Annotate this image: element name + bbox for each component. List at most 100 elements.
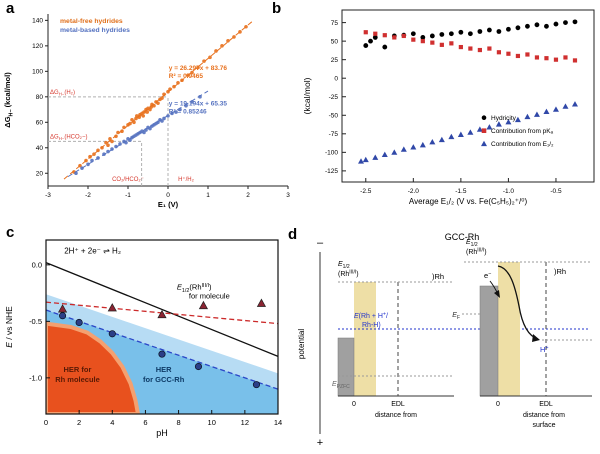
svg-text:0: 0 bbox=[496, 401, 500, 408]
panel-letter-a: a bbox=[6, 0, 15, 17]
svg-text:metal-free hydrides: metal-free hydrides bbox=[60, 18, 123, 25]
svg-text:20: 20 bbox=[36, 171, 44, 178]
axes: 0 2 4 6 8 10 12 14 0.0 -0.5 -1.0 pH E / vs NHE bbox=[4, 239, 282, 438]
pourbaix-style-chart: 0 2 4 6 8 10 12 14 0.0 -0.5 -1.0 pH E / vs NHE 2H⁺ + … bbox=[4, 239, 282, 438]
svg-text:for molecule: for molecule bbox=[189, 292, 230, 301]
svg-text:80: 80 bbox=[36, 94, 44, 101]
svg-text:HER: HER bbox=[156, 365, 172, 374]
legend: metal-free hydrides metal-based hydrides bbox=[60, 18, 130, 34]
svg-text:12: 12 bbox=[241, 418, 249, 427]
series-hydricity bbox=[363, 19, 578, 50]
svg-text:2: 2 bbox=[77, 418, 81, 427]
svg-text:e−: e− bbox=[484, 271, 491, 280]
svg-text:ΔGH−(H₂): ΔGH−(H₂) bbox=[50, 90, 75, 97]
svg-text:-100: -100 bbox=[325, 150, 338, 157]
svg-text:-1.0: -1.0 bbox=[29, 373, 42, 382]
svg-text:-2.0: -2.0 bbox=[408, 188, 420, 195]
right-diagram: E1/2(RhIII/I))Rh H+ e− EF 0 EDL distance from s… bbox=[452, 239, 592, 429]
svg-text:for GCC-Rh: for GCC-Rh bbox=[143, 375, 185, 384]
svg-text:metal-based hydrides: metal-based hydrides bbox=[60, 27, 130, 34]
svg-text:50: 50 bbox=[331, 38, 339, 45]
svg-text:Rh molecule: Rh molecule bbox=[55, 375, 100, 384]
svg-text:-1.0: -1.0 bbox=[503, 188, 515, 195]
svg-text:-0.5: -0.5 bbox=[29, 317, 42, 326]
hydricity-contributions-chart: -2.5 -2.0 -1.5 -1.0 -0.5 75 50 25 0 -25 -50 -75 -100… bbox=[302, 9, 595, 206]
svg-text:E₁ (V): E₁ (V) bbox=[158, 200, 179, 209]
svg-text:-75: -75 bbox=[329, 131, 339, 138]
svg-text:(RhIII/I): (RhIII/I) bbox=[338, 269, 359, 278]
svg-text:100: 100 bbox=[32, 69, 43, 76]
panel-letter-b: b bbox=[272, 0, 282, 17]
svg-text:Contribution from E₁/₂: Contribution from E₁/₂ bbox=[491, 141, 554, 148]
svg-text:0: 0 bbox=[334, 76, 338, 83]
svg-text:120: 120 bbox=[32, 43, 43, 50]
svg-text:1: 1 bbox=[206, 192, 210, 199]
series-contribution-from-e bbox=[358, 101, 578, 164]
panel-c: 0 2 4 6 8 10 12 14 0.0 -0.5 -1.0 pH E / vs NHE 2H⁺ + … bbox=[0, 226, 292, 454]
svg-text:-2: -2 bbox=[85, 192, 91, 199]
svg-text:140: 140 bbox=[32, 18, 43, 25]
svg-text:EDL: EDL bbox=[391, 401, 405, 408]
svg-text:y = 19.194x + 65.35: y = 19.194x + 65.35 bbox=[169, 101, 228, 108]
svg-text:6: 6 bbox=[143, 418, 147, 427]
labels: 2H⁺ + 2e⁻ ⇌ H₂ E1/2(RhIII/I)for molecule H… bbox=[55, 247, 230, 385]
svg-text:75: 75 bbox=[331, 20, 339, 27]
svg-text:distance from: distance from bbox=[375, 412, 417, 419]
svg-text:EF: EF bbox=[452, 312, 460, 321]
svg-text:25: 25 bbox=[331, 57, 339, 64]
svg-text:-1: -1 bbox=[125, 192, 131, 199]
svg-text:H⁺/H₂: H⁺/H₂ bbox=[178, 176, 195, 183]
svg-text:4: 4 bbox=[110, 418, 114, 427]
svg-text:)Rh: )Rh bbox=[554, 267, 566, 276]
svg-text:3: 3 bbox=[286, 192, 290, 199]
svg-text:surface: surface bbox=[533, 422, 556, 429]
svg-text:E / vs NHE: E / vs NHE bbox=[4, 306, 14, 348]
her-regions bbox=[46, 294, 278, 414]
legend: Hydricity Contribution from pKₐ Contributi… bbox=[481, 115, 554, 148]
svg-text:-2.5: -2.5 bbox=[360, 188, 372, 195]
svg-text:y = 26.297x + 83.76: y = 26.297x + 83.76 bbox=[169, 65, 228, 72]
svg-text:(RhIII/I): (RhIII/I) bbox=[466, 247, 487, 256]
svg-text:60: 60 bbox=[36, 120, 44, 127]
svg-text:2H⁺ + 2e⁻ ⇌ H₂: 2H⁺ + 2e⁻ ⇌ H₂ bbox=[64, 247, 121, 256]
svg-text:R² = 0.85246: R² = 0.85246 bbox=[169, 109, 207, 116]
svg-text:E1/2: E1/2 bbox=[466, 239, 478, 248]
panel-a: -3 -2 -1 0 1 2 3 20 40 60 80 100 120 140 E₁ (V) ΔGH− (k… bbox=[0, 0, 298, 226]
svg-text:ΔGH− (kcal/mol): ΔGH− (kcal/mol) bbox=[3, 72, 14, 128]
svg-text:2: 2 bbox=[246, 192, 250, 199]
svg-text:E(Rh + H+/: E(Rh + H+/ bbox=[354, 311, 388, 320]
svg-text:Hydricity: Hydricity bbox=[491, 115, 517, 122]
axes: -2.5 -2.0 -1.5 -1.0 -0.5 75 50 25 0 -25 -50 -75 -100… bbox=[302, 9, 595, 206]
svg-text:E1/2(RhIII/I): E1/2(RhIII/I) bbox=[177, 283, 212, 294]
guide-lines bbox=[48, 96, 169, 186]
svg-text:0: 0 bbox=[352, 401, 356, 408]
svg-text:EDL: EDL bbox=[539, 401, 553, 408]
svg-text:CO₂/HCO₂⁻: CO₂/HCO₂⁻ bbox=[112, 177, 144, 183]
svg-text:E1/2: E1/2 bbox=[338, 261, 350, 270]
svg-text:+: + bbox=[317, 437, 323, 449]
svg-text:0: 0 bbox=[166, 192, 170, 199]
potential-axis: – + potential bbox=[297, 237, 324, 449]
lines bbox=[45, 261, 279, 390]
svg-text:40: 40 bbox=[36, 145, 44, 152]
svg-text:EPZFC: EPZFC bbox=[332, 381, 350, 390]
left-diagram: E1/2(RhIII/I) )Rh E(Rh + H+/ Rh-H) EPZFC 0 EDL… bbox=[332, 261, 590, 419]
svg-text:0.0: 0.0 bbox=[32, 260, 42, 269]
axes: -3 -2 -1 0 1 2 3 20 40 60 80 100 120 140 E₁ (V) ΔGH− (k… bbox=[3, 14, 290, 209]
svg-text:Average E₁/₂ (V vs. Fe(C₅H₅)₂⁺: Average E₁/₂ (V vs. Fe(C₅H₅)₂⁺/⁰) bbox=[409, 197, 528, 206]
svg-text:-25: -25 bbox=[329, 94, 339, 101]
svg-text:pH: pH bbox=[156, 428, 168, 438]
panel-letter-d: d bbox=[288, 226, 298, 243]
svg-text:Rh-H): Rh-H) bbox=[362, 322, 381, 329]
svg-text:H+: H+ bbox=[540, 345, 549, 354]
svg-text:-50: -50 bbox=[329, 113, 339, 120]
svg-text:-1.5: -1.5 bbox=[455, 188, 467, 195]
region-her-for-rh-molecule bbox=[46, 321, 140, 414]
svg-text:–: – bbox=[317, 237, 324, 249]
svg-text:ΔGH−(HCO₂−): ΔGH−(HCO₂−) bbox=[50, 134, 88, 141]
series-contribution-from-pk bbox=[363, 30, 578, 63]
